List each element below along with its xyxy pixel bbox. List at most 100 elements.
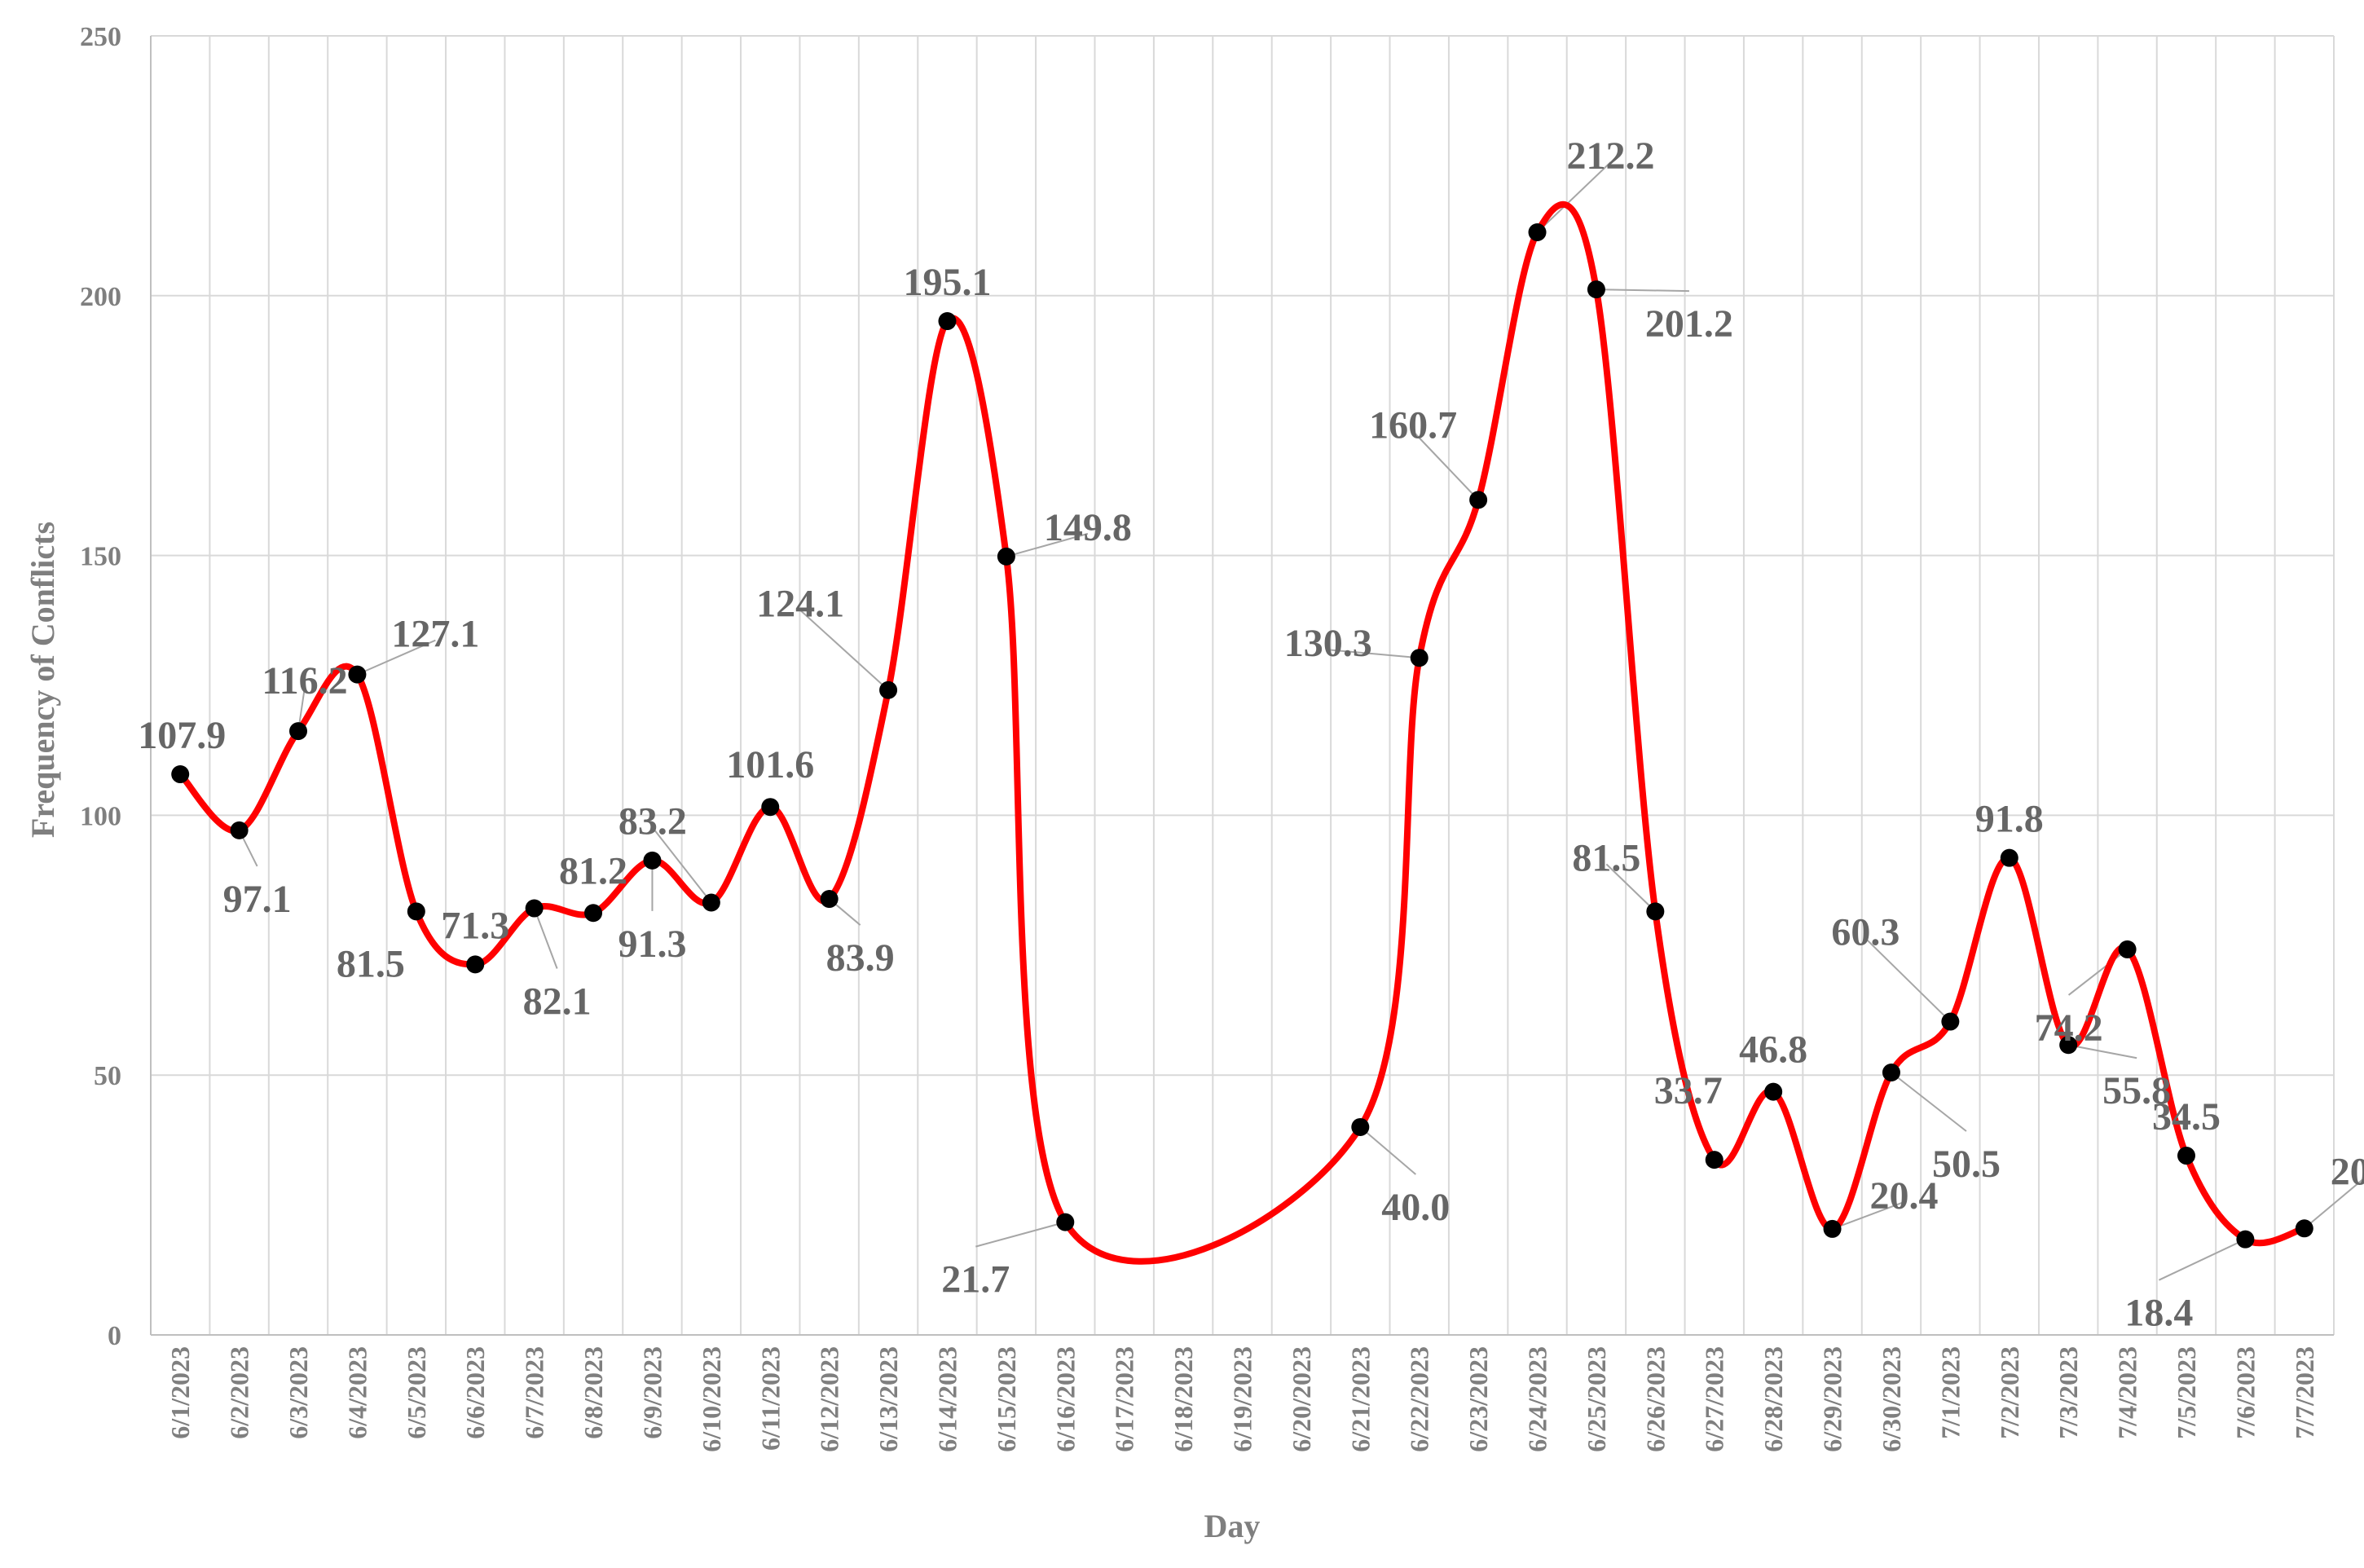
x-tick-label: 6/20/2023 — [1287, 1346, 1316, 1452]
data-label: 21.7 — [941, 1258, 1010, 1302]
label-leader — [357, 639, 436, 676]
data-point — [2000, 848, 2018, 867]
data-point — [1587, 280, 1605, 299]
data-point — [1351, 1117, 1370, 1136]
data-label: 130.3 — [1284, 622, 1372, 665]
x-tick-label: 7/2/2023 — [1995, 1346, 2024, 1439]
data-label: 20.4 — [1870, 1174, 1939, 1218]
series-line — [178, 200, 2305, 1265]
data-point — [879, 680, 898, 699]
y-tick-labels: 0 50 100 150 200 250 — [80, 22, 121, 1351]
data-label: 127.1 — [391, 613, 479, 656]
data-label: 91.3 — [618, 923, 686, 966]
x-tick-label: 6/24/2023 — [1523, 1346, 1552, 1452]
label-leader — [1864, 937, 1952, 1023]
data-label: 18.4 — [2124, 1292, 2193, 1335]
x-tick-label: 6/5/2023 — [402, 1346, 431, 1439]
x-tick-label: 6/10/2023 — [697, 1346, 726, 1452]
label-leader — [2304, 1177, 2364, 1230]
data-markers — [171, 223, 2313, 1249]
data-label: 149.8 — [1044, 506, 1132, 549]
x-tick-label: 6/14/2023 — [932, 1346, 962, 1452]
data-label: 160.7 — [1369, 403, 1457, 447]
data-point — [1705, 1151, 1723, 1169]
data-point — [289, 722, 308, 741]
data-point — [230, 821, 249, 839]
data-label: 195.1 — [903, 261, 991, 304]
x-tick-label: 6/3/2023 — [284, 1346, 313, 1439]
data-point — [2236, 1230, 2255, 1249]
label-leader — [1596, 288, 1689, 293]
data-label: 71.3 — [441, 904, 509, 947]
label-leader — [2067, 949, 2128, 996]
x-tick-label: 7/7/2023 — [2290, 1346, 2319, 1439]
data-point — [171, 765, 190, 784]
data-point — [2295, 1219, 2313, 1238]
x-axis-title: Day — [1204, 1508, 1261, 1544]
data-label: 91.8 — [1975, 798, 2044, 841]
data-label: 33.7 — [1654, 1069, 1723, 1112]
data-point — [702, 893, 720, 912]
x-tick-label: 6/25/2023 — [1582, 1346, 1611, 1452]
y-tick-label: 100 — [80, 801, 121, 831]
data-label: 34.5 — [2152, 1095, 2221, 1139]
data-point — [1528, 223, 1547, 242]
y-tick-label: 250 — [80, 22, 121, 52]
data-point — [820, 890, 839, 909]
y-tick-label: 200 — [80, 282, 121, 312]
data-point — [1882, 1064, 1900, 1082]
data-point — [1823, 1219, 1842, 1238]
x-tick-label: 6/26/2023 — [1640, 1346, 1670, 1452]
data-point — [643, 851, 662, 870]
x-tick-label: 6/13/2023 — [874, 1346, 903, 1452]
label-leader — [799, 609, 889, 691]
data-label: 83.9 — [826, 936, 895, 980]
label-leader — [1412, 430, 1479, 501]
x-tick-label: 7/1/2023 — [1935, 1346, 1965, 1439]
x-tick-label: 6/9/2023 — [637, 1346, 667, 1439]
data-label: 201.2 — [1645, 302, 1733, 346]
data-point — [2177, 1147, 2195, 1165]
x-tick-label: 7/4/2023 — [2113, 1346, 2142, 1439]
data-label: 97.1 — [223, 878, 292, 921]
data-label: 81.5 — [1572, 836, 1640, 879]
data-label: 46.8 — [1739, 1028, 1807, 1072]
data-point — [938, 312, 957, 331]
x-tick-label: 6/8/2023 — [579, 1346, 608, 1439]
gridlines — [150, 35, 2335, 1335]
data-label: 55.8 — [2102, 1069, 2171, 1112]
data-label: 116.2 — [262, 659, 347, 703]
data-point — [1646, 902, 1665, 921]
data-label: 107.9 — [138, 714, 226, 757]
data-point — [997, 547, 1015, 566]
x-tick-label: 6/23/2023 — [1464, 1346, 1493, 1452]
data-point — [1056, 1213, 1075, 1231]
label-leader-lines — [238, 161, 2364, 1281]
data-label: 74.2 — [2035, 1006, 2103, 1050]
data-label: 212.2 — [1567, 134, 1655, 178]
data-label: 83.2 — [619, 800, 687, 843]
data-label: 81.2 — [559, 849, 627, 892]
y-tick-label: 150 — [80, 542, 121, 572]
label-leader — [533, 908, 558, 969]
x-tick-labels: 6/1/2023 6/2/2023 6/3/2023 6/4/2023 6/5/2023… — [165, 1346, 2319, 1452]
label-leader — [2067, 1044, 2137, 1059]
data-label: 81.5 — [337, 942, 405, 985]
data-labels: 107.9 97.1 116.2 127.1 81.5 71.3 82.1 81.2 91.3 8… — [138, 134, 2364, 1335]
label-leader — [1359, 1126, 1416, 1175]
x-tick-label: 6/11/2023 — [755, 1346, 785, 1451]
data-label: 20.5 — [2331, 1150, 2364, 1193]
x-tick-label: 6/16/2023 — [1050, 1346, 1080, 1452]
x-tick-label: 6/18/2023 — [1169, 1346, 1198, 1452]
data-point — [525, 899, 544, 918]
data-label: 50.5 — [1932, 1143, 2001, 1186]
data-point — [761, 798, 780, 817]
x-tick-label: 6/2/2023 — [225, 1346, 254, 1439]
y-tick-label: 50 — [94, 1061, 121, 1091]
label-leader — [1605, 863, 1657, 913]
x-tick-label: 7/6/2023 — [2230, 1346, 2260, 1439]
x-tick-label: 6/15/2023 — [992, 1346, 1021, 1452]
label-leader — [1536, 161, 1612, 233]
y-tick-label: 0 — [108, 1321, 121, 1351]
